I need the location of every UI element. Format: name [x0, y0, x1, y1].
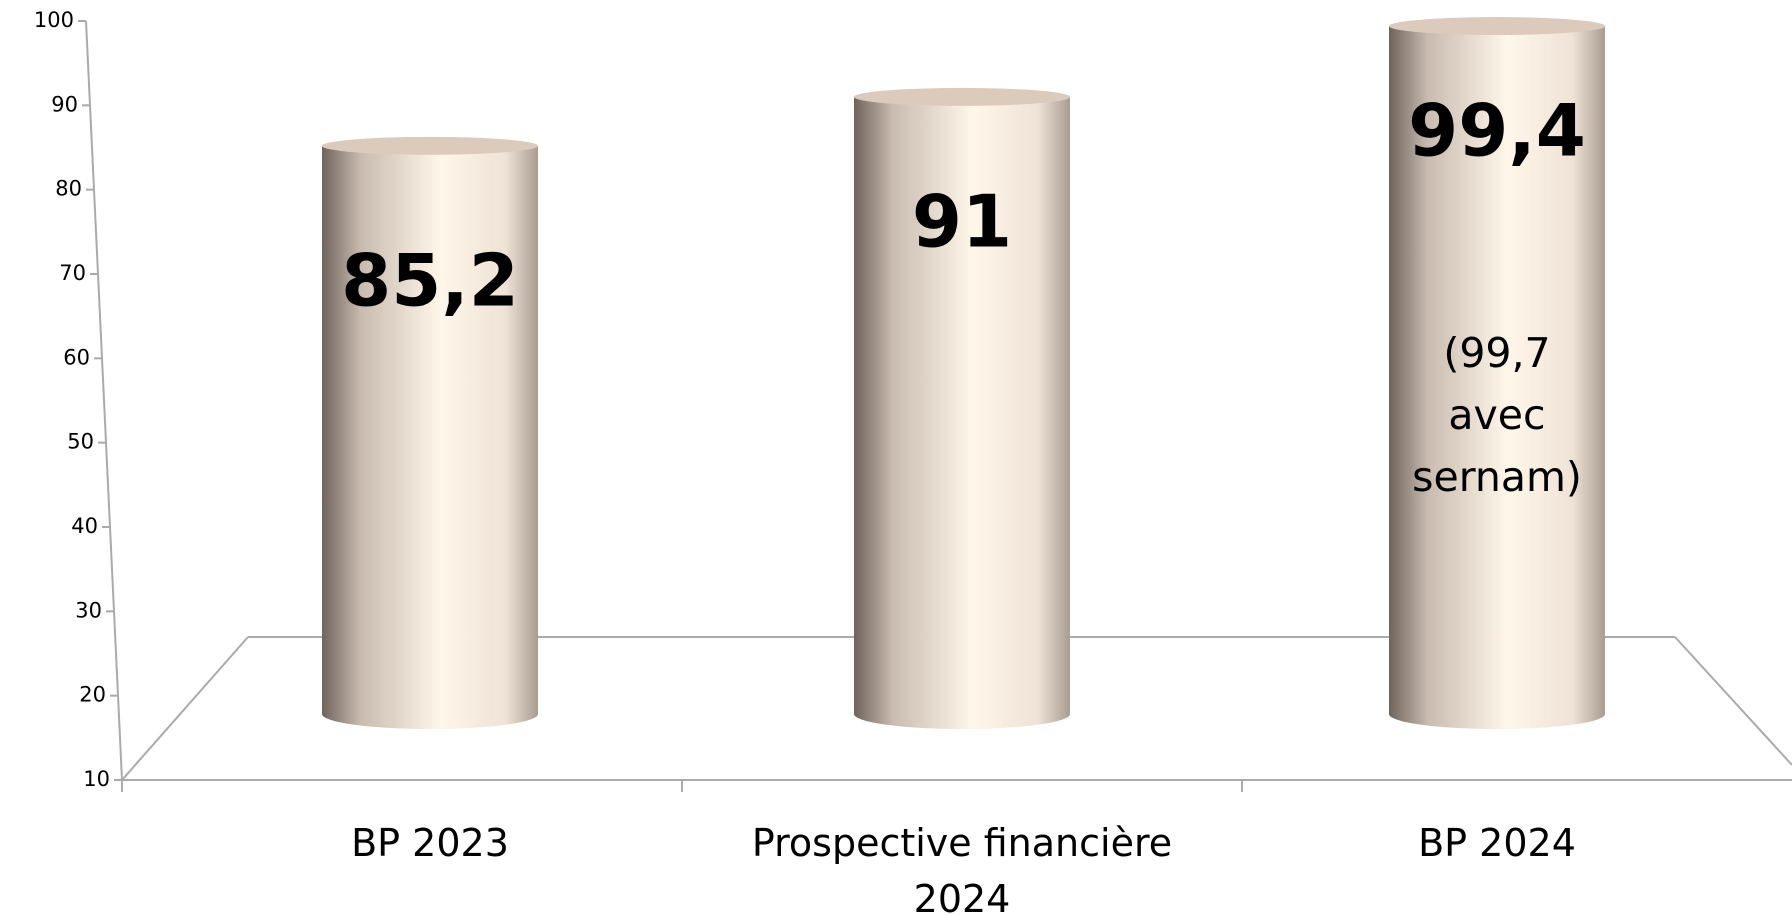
- x-tick-label: BP 2024: [1418, 821, 1576, 865]
- cylinder-top: [1389, 17, 1605, 36]
- x-tick-label: Prospective financière 2024: [751, 821, 1173, 915]
- cylinder-top: [854, 87, 1070, 106]
- y-tick-label: 80: [55, 177, 82, 201]
- y-tick-label: 50: [67, 430, 94, 454]
- cylinder-body: [854, 96, 1070, 729]
- cylinder-top: [322, 136, 538, 155]
- y-tick-label: 40: [71, 514, 98, 538]
- y-tick-label: 10: [83, 767, 110, 791]
- y-tick-label: 30: [75, 598, 102, 622]
- x-tick-label: BP 2023: [351, 821, 509, 865]
- y-tick-label: 20: [79, 683, 106, 707]
- y-axis: [85, 20, 123, 781]
- annotation: (99,7 avec sernam): [1412, 329, 1582, 501]
- y-tick-label: 90: [51, 92, 78, 116]
- y-tick-label: 70: [59, 261, 86, 285]
- cylinder-body: [322, 145, 538, 729]
- y-tick-label: 60: [63, 345, 90, 369]
- value-label: 99,4: [1408, 89, 1586, 173]
- y-tick-label: 100: [34, 8, 74, 32]
- cylinder-body: [1389, 26, 1605, 730]
- value-label: 85,2: [341, 238, 519, 322]
- value-label: 91: [912, 179, 1012, 263]
